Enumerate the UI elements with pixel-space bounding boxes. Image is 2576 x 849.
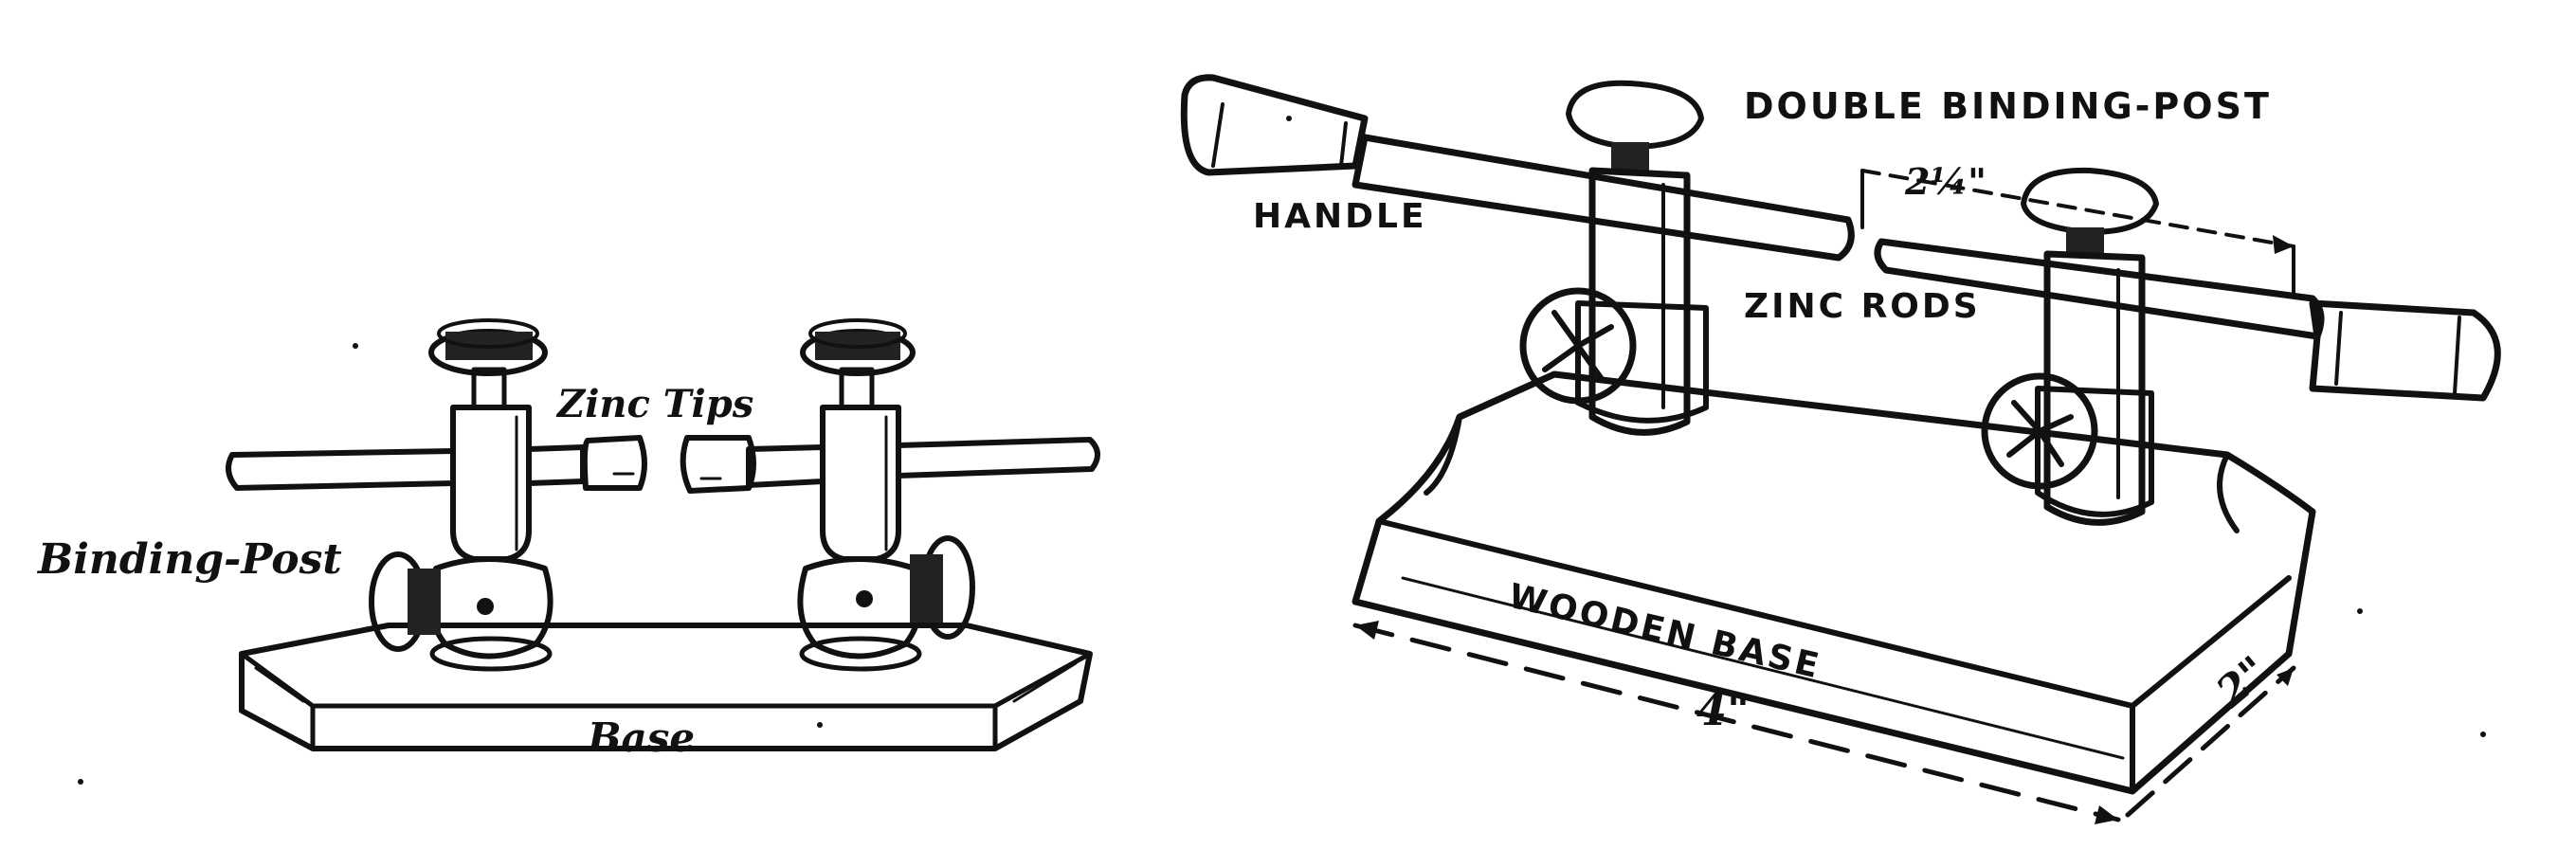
figure-double-binding-post: DOUBLE BINDING-POST HANDLE 2¼" ZINC RODS… [1180,74,2501,824]
figure-binding-post: Binding-Post Zinc Tips Base [36,318,1100,761]
right-double-post [1874,167,2501,526]
right-binding-post [797,318,975,672]
right-zinc-rod [680,435,1100,494]
dimension-length [1352,621,2121,824]
left-base [239,623,1093,751]
left-double-post [1180,74,1855,436]
label-width-dimension: 2" [2207,647,2278,717]
dimension-width [2125,665,2296,818]
label-zinc-rods: ZINC RODS [1744,287,1981,326]
wooden-base [1351,370,2316,795]
label-gap-dimension: 2¼" [1904,160,1986,203]
label-handle: HANDLE [1253,197,1427,236]
left-zinc-rod [226,435,647,491]
print-specks [78,116,2486,785]
label-binding-post: Binding-Post [36,535,342,584]
label-zinc-tips: Zinc Tips [555,382,753,426]
label-double-binding-post: DOUBLE BINDING-POST [1744,85,2272,127]
left-binding-post [369,318,553,672]
dimension-gap [1860,169,2295,296]
label-length-dimension: 4" [1696,684,1750,735]
label-base: Base [587,714,695,761]
